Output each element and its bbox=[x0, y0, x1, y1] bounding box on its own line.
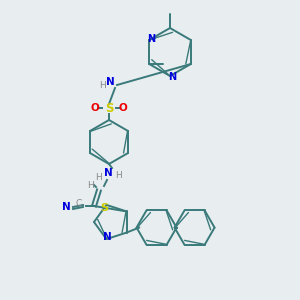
Text: H: H bbox=[99, 80, 105, 89]
Text: N: N bbox=[168, 72, 176, 82]
Text: O: O bbox=[118, 103, 127, 113]
Text: N: N bbox=[106, 77, 114, 87]
Text: H: H bbox=[116, 172, 122, 181]
Text: H: H bbox=[88, 181, 94, 190]
Text: S: S bbox=[105, 101, 113, 115]
Text: O: O bbox=[91, 103, 99, 113]
Text: N: N bbox=[103, 168, 112, 178]
Text: N: N bbox=[61, 202, 70, 212]
Text: N: N bbox=[103, 232, 112, 242]
Text: S: S bbox=[100, 203, 108, 213]
Text: N: N bbox=[147, 34, 155, 44]
Text: H: H bbox=[96, 172, 102, 182]
Text: C: C bbox=[76, 200, 82, 208]
